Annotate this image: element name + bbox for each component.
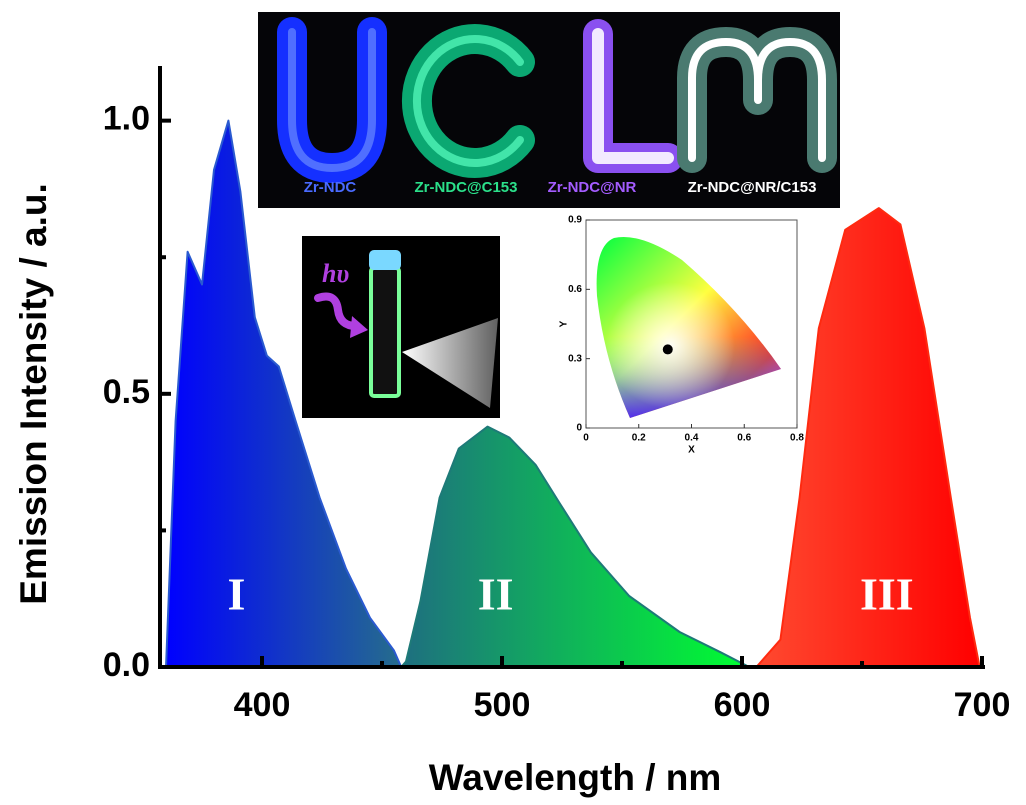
x-tick-label: 600 [714, 686, 771, 724]
y-tick-label: 0.0 [103, 646, 150, 684]
cie-y-tick-label: 0.6 [568, 284, 582, 295]
cie-x-tick-label: 0.6 [737, 433, 751, 444]
x-tick-label: 500 [474, 686, 531, 724]
series-label: I [227, 569, 245, 620]
cie-x-tick-label: 0 [583, 433, 589, 444]
cie-x-tick-label: 0.4 [685, 433, 699, 444]
y-tick-label: 1.0 [103, 100, 150, 138]
cie-y-tick-label: 0 [576, 423, 582, 434]
photo-label: Zr-NDC [304, 179, 357, 196]
series-label: III [860, 569, 914, 620]
vial [371, 268, 399, 396]
vial-inset: hυ [302, 236, 500, 418]
photo-label: Zr-NDC@C153 [415, 179, 518, 196]
cie-y-title: Y [559, 320, 570, 327]
y-tick-label: 0.5 [103, 373, 150, 411]
cie-x-tick-label: 0.2 [632, 433, 646, 444]
y-axis-title: Emission Intensity / a.u. [13, 183, 54, 605]
cie-inset: 0 0.2 0.4 0.6 0.8 0 0.3 0.6 0.9 X Y [559, 215, 805, 456]
x-axis-title: Wavelength / nm [429, 757, 722, 798]
chart: IIIIII 4005006007000.00.51.0 Wavelength … [0, 0, 1026, 805]
x-tick-label: 700 [954, 686, 1011, 724]
photo-inset: Zr-NDC Zr-NDC@C153 Zr-NDC@NR Zr-NDC@NR/C153 [258, 12, 840, 208]
cie-point [663, 344, 673, 354]
series-label: II [478, 569, 514, 620]
vial-cap [369, 250, 401, 270]
cie-y-tick-label: 0.3 [568, 353, 582, 364]
cie-x-title: X [688, 445, 695, 456]
cie-y-tick-label: 0.9 [568, 215, 582, 226]
photo-label: Zr-NDC@NR/C153 [688, 179, 817, 196]
hv-label: hυ [322, 259, 349, 288]
area-series [401, 427, 749, 667]
x-tick-label: 400 [234, 686, 291, 724]
cie-x-tick-label: 0.8 [790, 433, 804, 444]
photo-label: Zr-NDC@NR [548, 179, 637, 196]
